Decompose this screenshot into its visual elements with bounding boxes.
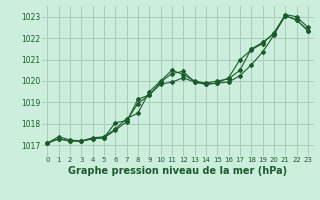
X-axis label: Graphe pression niveau de la mer (hPa): Graphe pression niveau de la mer (hPa) <box>68 166 287 176</box>
